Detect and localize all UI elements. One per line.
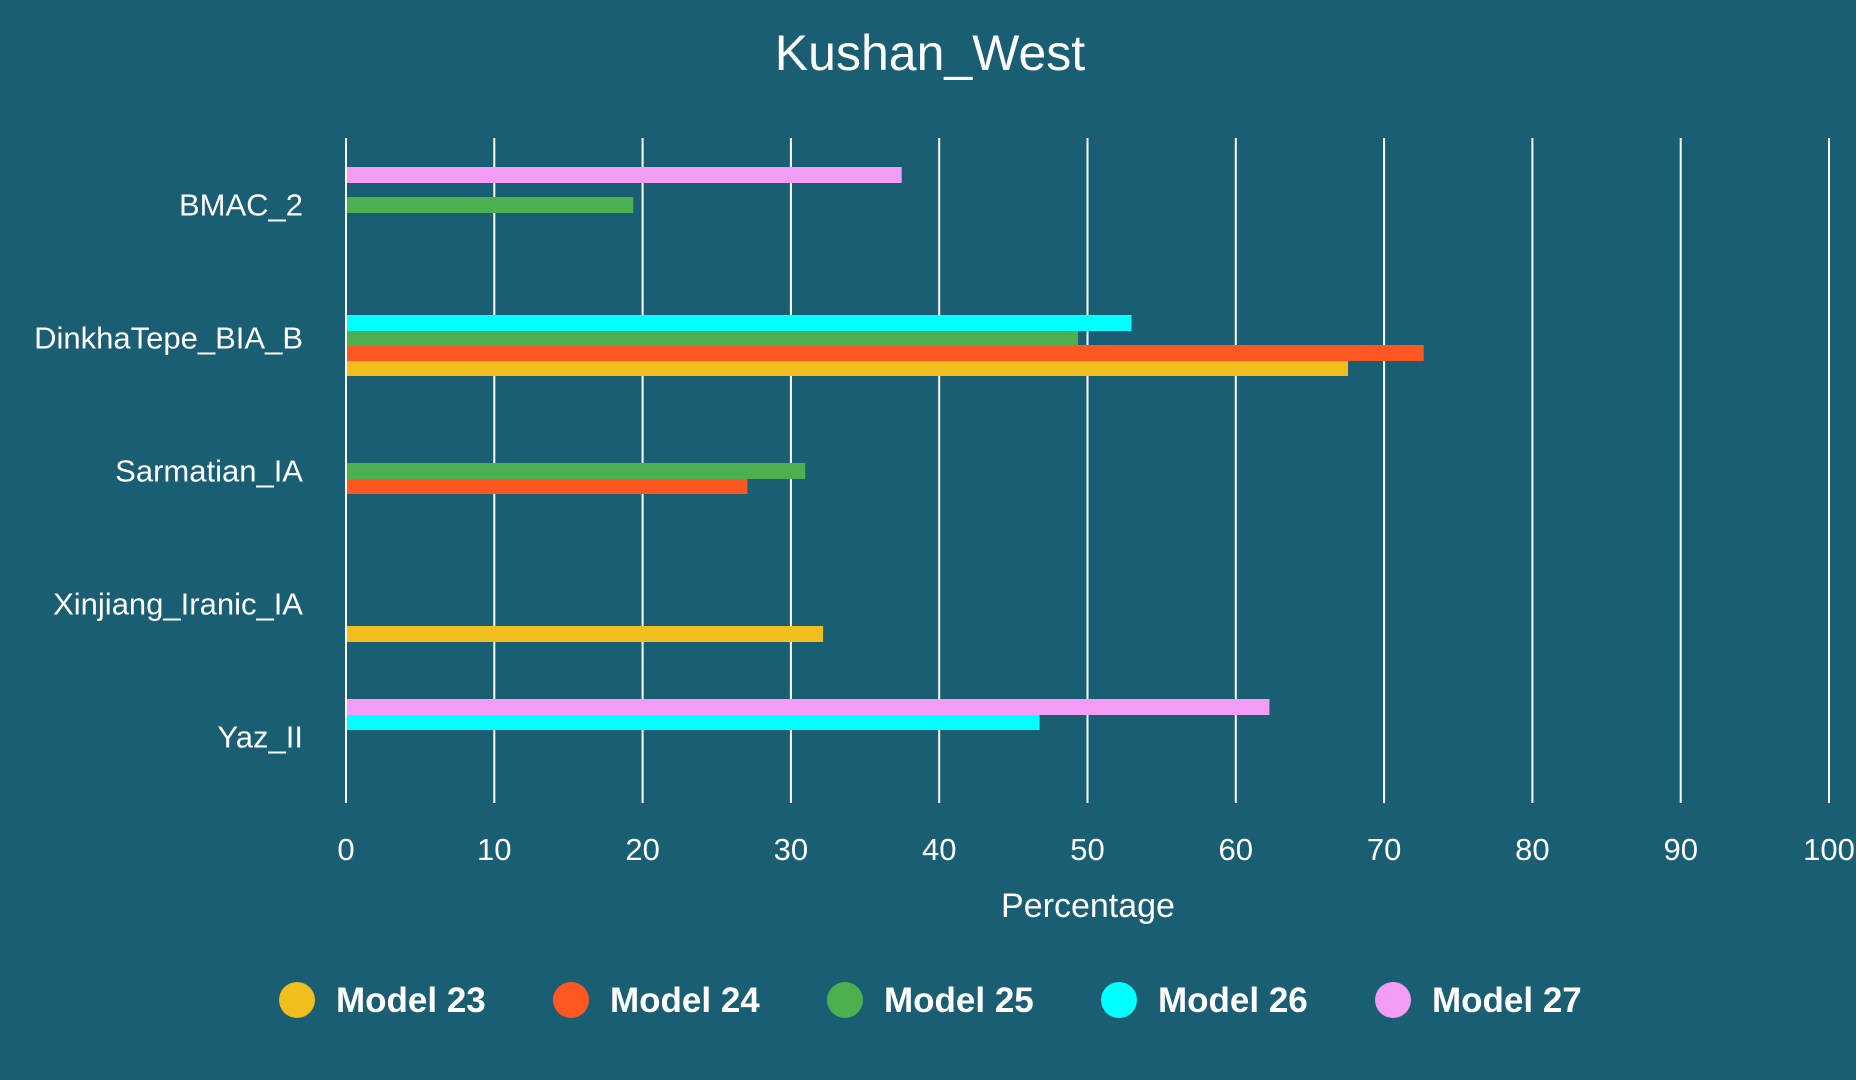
legend-marker: [1101, 982, 1137, 1018]
x-axis-ticks: 0 10 20 30 40 50 60 70 80 90 100: [337, 832, 1854, 867]
bar-model-26: [347, 315, 1132, 331]
x-tick-label: 20: [625, 832, 659, 867]
category-label: Xinjiang_Iranic_IA: [53, 587, 303, 622]
category-label: DinkhaTepe_BIA_B: [34, 321, 303, 356]
bar-model-27: [347, 699, 1270, 715]
category-label: Sarmatian_IA: [115, 454, 303, 489]
legend-label: Model 26: [1158, 981, 1308, 1020]
x-tick-label: 10: [477, 832, 511, 867]
legend-marker: [553, 982, 589, 1018]
legend-label: Model 24: [610, 981, 760, 1020]
bar-model-24: [347, 478, 748, 494]
x-tick-label: 60: [1219, 832, 1253, 867]
x-tick-label: 50: [1070, 832, 1104, 867]
legend-label: Model 25: [884, 981, 1034, 1020]
x-tick-label: 70: [1367, 832, 1401, 867]
category-label: Yaz_II: [217, 720, 303, 755]
bar-model-25: [347, 197, 634, 213]
bar-model-27: [347, 167, 902, 183]
x-tick-label: 40: [922, 832, 956, 867]
bar-model-23: [347, 626, 824, 642]
legend-label: Model 27: [1432, 981, 1582, 1020]
bar-model-26: [347, 714, 1040, 730]
x-tick-label: 90: [1663, 832, 1697, 867]
bars: [347, 167, 1424, 730]
category-label: BMAC_2: [179, 188, 303, 223]
legend-marker: [827, 982, 863, 1018]
bar-model-25: [347, 330, 1079, 346]
x-tick-label: 30: [774, 832, 808, 867]
x-tick-label: 80: [1515, 832, 1549, 867]
x-tick-label: 100: [1803, 832, 1855, 867]
chart-title: Kushan_West: [775, 25, 1085, 81]
legend-marker: [279, 982, 315, 1018]
legend: Model 23 Model 24 Model 25 Model 26 Model 27: [279, 981, 1582, 1020]
grid-lines: [345, 138, 1830, 803]
legend-marker: [1375, 982, 1411, 1018]
legend-label: Model 23: [336, 981, 486, 1020]
x-axis-title: Percentage: [1001, 887, 1175, 925]
x-tick-label: 0: [337, 832, 354, 867]
bar-model-23: [347, 360, 1349, 376]
bar-model-25: [347, 463, 806, 479]
bar-model-24: [347, 345, 1424, 361]
category-labels: BMAC_2 DinkhaTepe_BIA_B Sarmatian_IA Xinjia…: [34, 188, 303, 755]
